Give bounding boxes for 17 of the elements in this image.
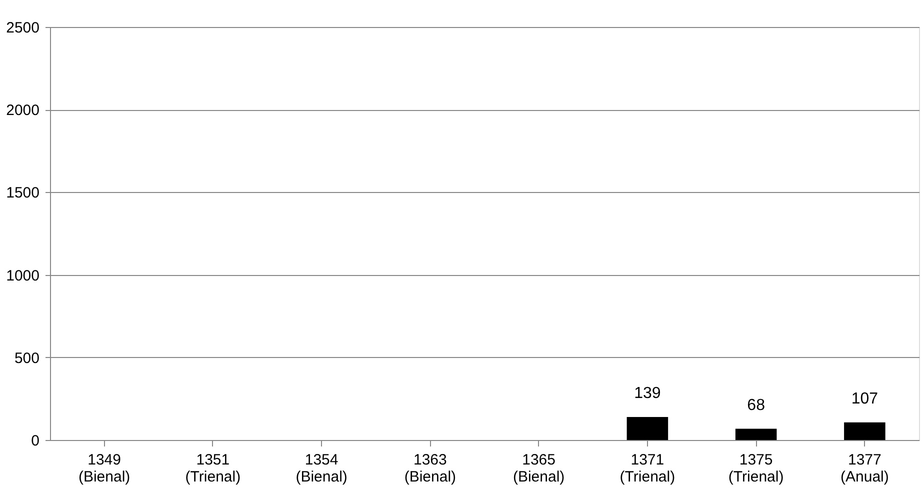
y-tick-label: 1000 [6,267,40,284]
x-tick-label: 1371 (Trienal) [620,452,676,486]
y-tick-label: 500 [14,350,40,367]
data-label: 107 [851,390,878,408]
x-tick-label: 1349 (Bienal) [78,452,130,486]
x-tick-label: 1354 (Bienal) [296,452,348,486]
x-tick-label: 1365 (Bienal) [512,452,565,486]
data-label: 139 [634,385,661,402]
x-tick-label: 1375 (Trienal) [728,452,784,486]
data-label: 68 [747,396,766,414]
y-tick-label: 2000 [6,102,40,120]
y-tick-label: 1500 [6,184,40,202]
x-tick-label: 1377 (Anual) [840,452,889,486]
x-tick-label: 1351 (Trienal) [185,452,241,486]
y-tick-label: 0 [31,432,40,450]
x-tick-label: 1363 (Bienal) [404,452,456,486]
y-tick-label: 2500 [6,20,40,36]
